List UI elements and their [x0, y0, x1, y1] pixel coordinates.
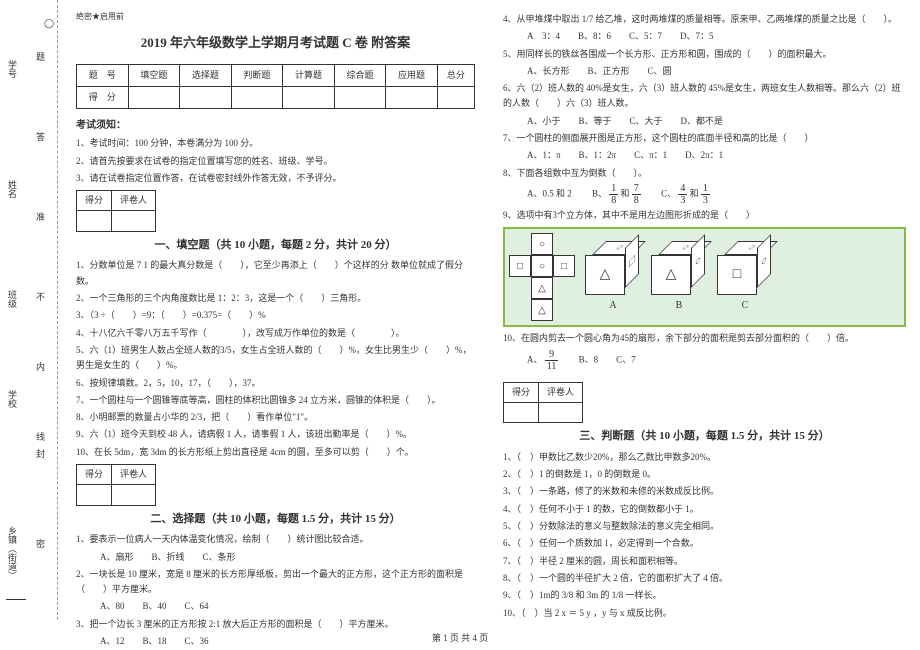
page-footer: 第 1 页 共 4 页 [0, 631, 920, 644]
opts: A、扇形 B、折线 C、条形 [100, 550, 475, 565]
grader-table: 得分评卷人 [76, 190, 156, 232]
q: 6、六（2）班人数的 40%是女生，六（3）班人数的 45%是女生，两班女生人数… [503, 81, 906, 112]
q: 3、（3 ÷（ ）=9：（ ）=0.375=（ ）% [76, 308, 475, 323]
table-row: 得 分 [77, 86, 475, 108]
confidential-note: 绝密★启用前 [76, 10, 475, 24]
cube-label: B [651, 297, 707, 314]
q: 3、把一个边长 3 厘米的正方形按 2:1 放大后正方形的面积是（ ）平方厘米。 [76, 617, 475, 632]
notice-head: 考试须知： [76, 117, 475, 134]
notice-line: 3、请在试卷指定位置作答，在试卷密封线外作答无效，不予评分。 [76, 171, 475, 186]
opts: A、0.5 和 2 B、 18 和 78 C、 43 和 13 [527, 183, 906, 206]
q: 2、一块长是 10 厘米，宽是 8 厘米的长方形厚纸板，剪出一个最大的正方形，这… [76, 567, 475, 598]
circle-mark: ◯ [44, 18, 54, 29]
net-cell: ○ [531, 255, 553, 277]
cube-label: C [717, 297, 773, 314]
seal-char: 内 [36, 360, 45, 373]
binding-margin: 乡镇（街道） 学校 班级 姓名 学号 密 封 线 内 不 准 答 题 ◯ [0, 0, 58, 620]
grader-table: 得分评卷人 [503, 382, 583, 424]
th: 应用题 [386, 64, 438, 86]
opts: A、小于 B、等于 C、大于 D、都不是 [527, 114, 906, 129]
cube-net: ○ □ ○ □ △ △ [509, 233, 575, 321]
seal-char: 不 [36, 290, 45, 303]
notice-line: 1、考试时间：100 分钟，本卷满分为 100 分。 [76, 136, 475, 151]
opts: A、 911 B、8 C、7 [527, 349, 906, 372]
q: 7、一个圆柱的侧面展开图是正方形，这个圆柱的底面半径和高的比是（ ） [503, 131, 906, 146]
q: 4、十八亿六千零八万五千写作（ ），改写成万作单位的数是（ ）。 [76, 326, 475, 341]
q: 1、分数单位是 7 1 的最大真分数是（ ），它至少再添上（ ）个这样的分 数单… [76, 258, 475, 289]
seal-char: 题 [36, 50, 45, 63]
q: 8、小明邮票的数量占小华的 2/3，把（ ）看作单位"1"。 [76, 410, 475, 425]
section-2-title: 二、选择题（共 10 小题，每题 1.5 分，共计 15 分） [76, 510, 475, 529]
seal-char: 线 [36, 430, 45, 443]
cube-figure: ○ □ ○ □ △ △ ○ △ □ A ○ [503, 227, 906, 327]
q: 3、（ ）一条路，修了的米数和未修的米数成反比例。 [503, 484, 906, 499]
q: 2、一个三角形的三个内角度数比是 1：2：3，这是一个（ ）三角形。 [76, 291, 475, 306]
cube-c: ○ □ ○ C [717, 241, 773, 314]
q: 7、（ ）半径 2 厘米的圆，周长和面积相等。 [503, 554, 906, 569]
grader-table: 得分评卷人 [76, 464, 156, 506]
q: 10、在长 5dm，宽 3dm 的长方形纸上剪出直径是 4cm 的圆，至多可以剪… [76, 445, 475, 460]
q: 6、按规律填数。2，5，10，17，（ ），37。 [76, 376, 475, 391]
section-1-title: 一、填空题（共 10 小题，每题 2 分，共计 20 分） [76, 236, 475, 255]
cube-b: ○ △ ○ B [651, 241, 707, 314]
th: 综合题 [334, 64, 386, 86]
opts: A、1：π B、1：2π C、π：1 D、2π：1 [527, 148, 906, 163]
q: 6、（ ）任何一个质数加 1，必定得到一个合数。 [503, 536, 906, 551]
td: 得 分 [77, 86, 129, 108]
q: 4、（ ）任何不小于 1 的数，它的倒数都小于 1。 [503, 502, 906, 517]
cube-a: ○ △ □ A [585, 241, 641, 314]
q: 5、用同样长的铁丝各围成一个长方形、正方形和圆，围成的（ ）的面积最大。 [503, 47, 906, 62]
left-column: 绝密★启用前 2019 年六年级数学上学期月考试题 C 卷 附答案 题 号 填空… [58, 0, 489, 620]
q: 9、选项中有3个立方体，其中不是用左边图形折成的是（ ） [503, 208, 906, 223]
q: 8、下面各组数中互为倒数（ ）。 [503, 166, 906, 181]
opts: A、80 B、40 C、64 [100, 599, 475, 614]
opts: A、长方形 B、正方形 C、圆 [527, 64, 906, 79]
th: 计算题 [283, 64, 335, 86]
q: 5、六（1）班男生人数占全班人数的3/5，女生占全班人数的（ ）%，女生比男生少… [76, 343, 475, 374]
seal-char: 答 [36, 130, 45, 143]
q: 5、（ ）分数除法的意义与整数除法的意义完全相同。 [503, 519, 906, 534]
q: 9、六（1）班今天到校 48 人，请病假 1 人，请事假 1 人，该班出勤率是（… [76, 427, 475, 442]
th: 选择题 [180, 64, 232, 86]
notice-line: 2、请首先按要求在试卷的指定位置填写您的姓名、班级、学号。 [76, 154, 475, 169]
th: 总分 [437, 64, 474, 86]
table-row: 题 号 填空题 选择题 判断题 计算题 综合题 应用题 总分 [77, 64, 475, 86]
q: 7、一个圆柱与一个圆锥等底等高，圆柱的体积比圆锥多 24 立方米，圆锥的体积是（… [76, 393, 475, 408]
net-cell: △ [531, 299, 553, 321]
q: 8、（ ）一个圆的半径扩大 2 倍，它的面积扩大了 4 倍。 [503, 571, 906, 586]
net-cell: □ [509, 255, 531, 277]
cube-label: A [585, 297, 641, 314]
seal-char: 准 [36, 210, 45, 223]
seal-char: 密 [36, 537, 45, 550]
th: 题 号 [77, 64, 129, 86]
q: 10、（ ）当 2 x ＝ 5 y ，y 与 x 成反比例。 [503, 606, 906, 621]
net-cell: ○ [531, 233, 553, 255]
score-table: 题 号 填空题 选择题 判断题 计算题 综合题 应用题 总分 得 分 [76, 64, 475, 110]
net-cell: △ [531, 277, 553, 299]
net-cell: □ [553, 255, 575, 277]
q: 9、（ ）1m的 3/8 和 3m 的 1/8 一样长。 [503, 588, 906, 603]
section-3-title: 三、判断题（共 10 小题，每题 1.5 分，共计 15 分） [503, 427, 906, 446]
q: 1、（ ）甲数比乙数少20%，那么乙数比甲数多20%。 [503, 450, 906, 465]
opts: A 3：4 B、8：6 C、5：7 D、7：5 [527, 29, 906, 44]
exam-title: 2019 年六年级数学上学期月考试题 C 卷 附答案 [76, 32, 475, 54]
seal-char: 封 [36, 447, 45, 460]
th: 判断题 [231, 64, 283, 86]
q: 1、要表示一位病人一天内体温变化情况，绘制（ ）统计图比较合适。 [76, 532, 475, 547]
right-column: 4、从甲堆煤中取出 1/7 给乙堆，这时两堆煤的质量相等。原来甲、乙两堆煤的质量… [489, 0, 920, 620]
q: 4、从甲堆煤中取出 1/7 给乙堆，这时两堆煤的质量相等。原来甲、乙两堆煤的质量… [503, 12, 906, 27]
q: 2、（ ）1 的倒数是 1，0 的倒数是 0。 [503, 467, 906, 482]
q: 10、在圆内剪去一个圆心角为45的扇形，余下部分的面积是剪去部分面积的（ ）倍。 [503, 331, 906, 346]
th: 填空题 [128, 64, 180, 86]
